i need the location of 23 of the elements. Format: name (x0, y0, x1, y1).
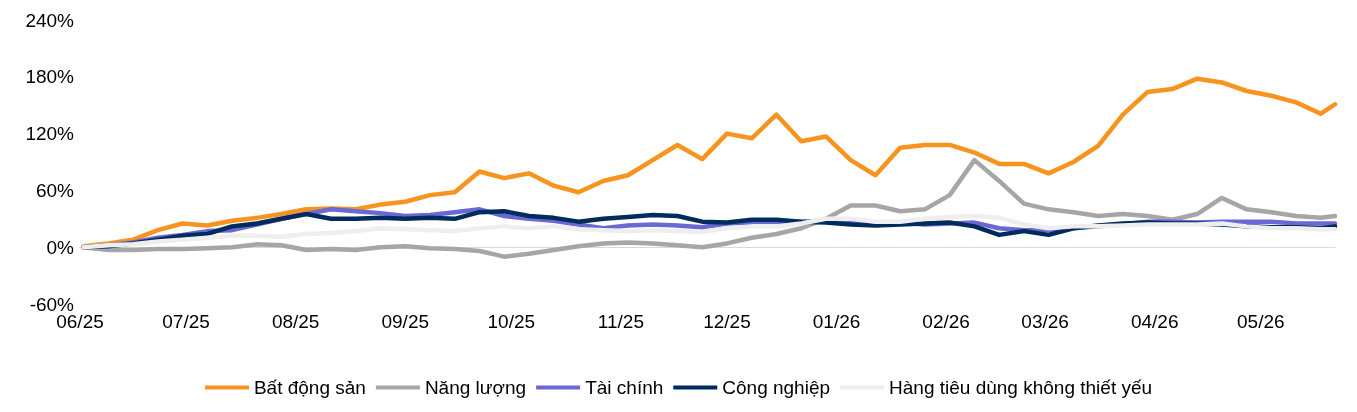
legend-label: Hàng tiêu dùng không thiết yếu (889, 377, 1153, 398)
line-series (81, 76, 1338, 249)
x-tick-label: 07/25 (162, 311, 210, 332)
x-tick-label: 01/26 (812, 311, 861, 332)
x-tick-label: 03/26 (1021, 311, 1069, 332)
x-tick-label: 04/26 (1130, 311, 1179, 332)
y-tick-label: 180% (25, 66, 75, 88)
y-tick-label: 120% (25, 123, 75, 145)
legend-label: Tài chính (585, 377, 664, 398)
legend-label: Công nghiệp (722, 377, 831, 398)
x-tick-label: 05/26 (1236, 311, 1285, 332)
legend-label: Bất động sản (253, 377, 366, 398)
y-tick-label: 0% (46, 236, 75, 258)
line-series (81, 157, 1338, 259)
x-tick-label: 12/25 (703, 311, 751, 332)
y-tick-label: 240% (25, 9, 75, 31)
legend-label: Năng lượng (424, 377, 527, 398)
y-tick-label: 60% (35, 179, 75, 201)
x-tick-label: 09/25 (381, 311, 430, 332)
x-tick-label: 11/25 (597, 311, 644, 332)
x-tick-label: 10/25 (487, 311, 536, 332)
x-tick-label: 08/25 (271, 311, 320, 332)
x-tick-label: 02/26 (922, 311, 970, 332)
